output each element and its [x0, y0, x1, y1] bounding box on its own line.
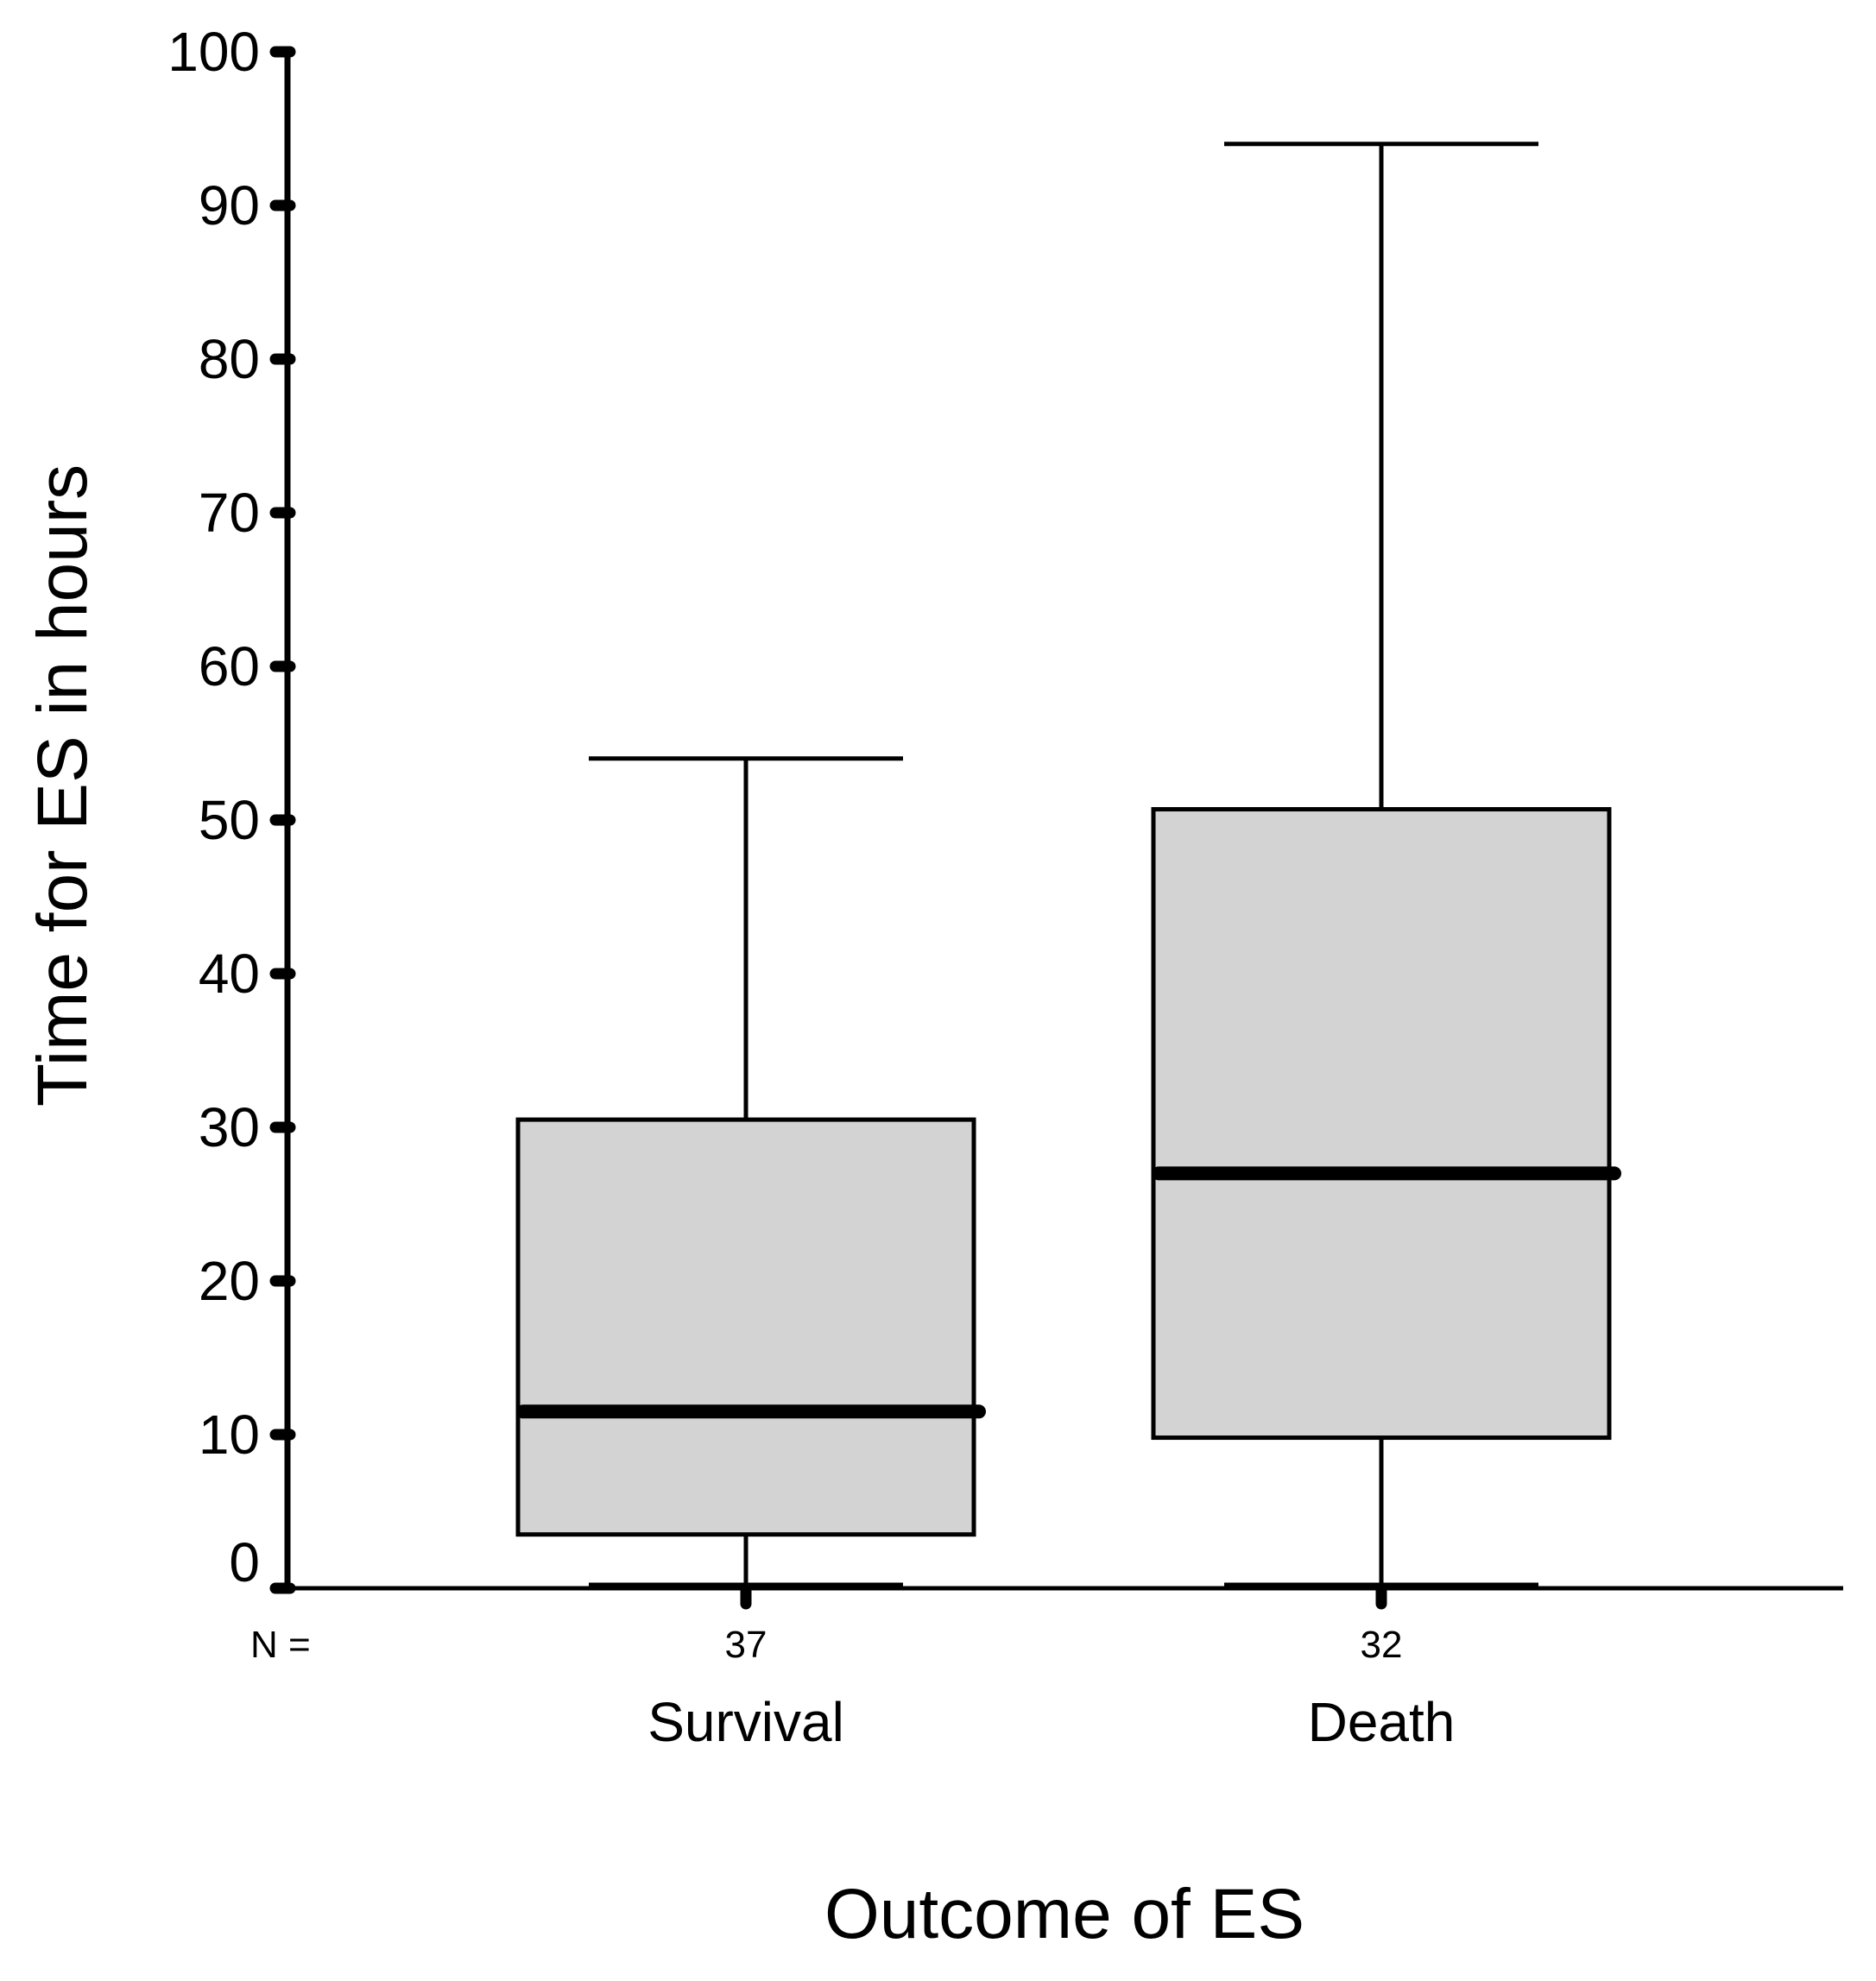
y-tick-label-30: 30: [199, 1096, 260, 1158]
n-label-death: 32: [1361, 1624, 1403, 1666]
box-death: [1151, 807, 1612, 1441]
box-series: 37 Survival 32 Death: [515, 142, 1621, 1753]
y-tick-label-90: 90: [199, 174, 260, 237]
y-tick-label-70: 70: [199, 482, 260, 544]
y-tick-label-40: 40: [199, 943, 260, 1005]
n-prefix-label: N =: [250, 1624, 311, 1666]
box-survival: [515, 1117, 976, 1537]
y-tick-label-20: 20: [199, 1250, 260, 1312]
category-label-survival: Survival: [647, 1691, 844, 1753]
box-group-survival: 37 Survival: [515, 756, 986, 1753]
y-axis-title: Time for ES in hours: [23, 464, 102, 1107]
category-label-death: Death: [1308, 1691, 1456, 1753]
y-tick-label-10: 10: [199, 1404, 260, 1466]
y-tick-label-80: 80: [199, 328, 260, 390]
n-label-survival: 37: [725, 1624, 767, 1666]
y-tick-label-100: 100: [167, 21, 260, 83]
y-tick-label-60: 60: [199, 635, 260, 697]
y-tick-label-0: 0: [229, 1531, 260, 1593]
x-axis-title: Outcome of ES: [824, 1875, 1304, 1953]
y-axis-ticks: 0 10 20 30 40 50 60 70 80 90 100: [167, 21, 296, 1594]
box-group-death: 32 Death: [1151, 142, 1621, 1753]
y-tick-label-50: 50: [199, 789, 260, 851]
